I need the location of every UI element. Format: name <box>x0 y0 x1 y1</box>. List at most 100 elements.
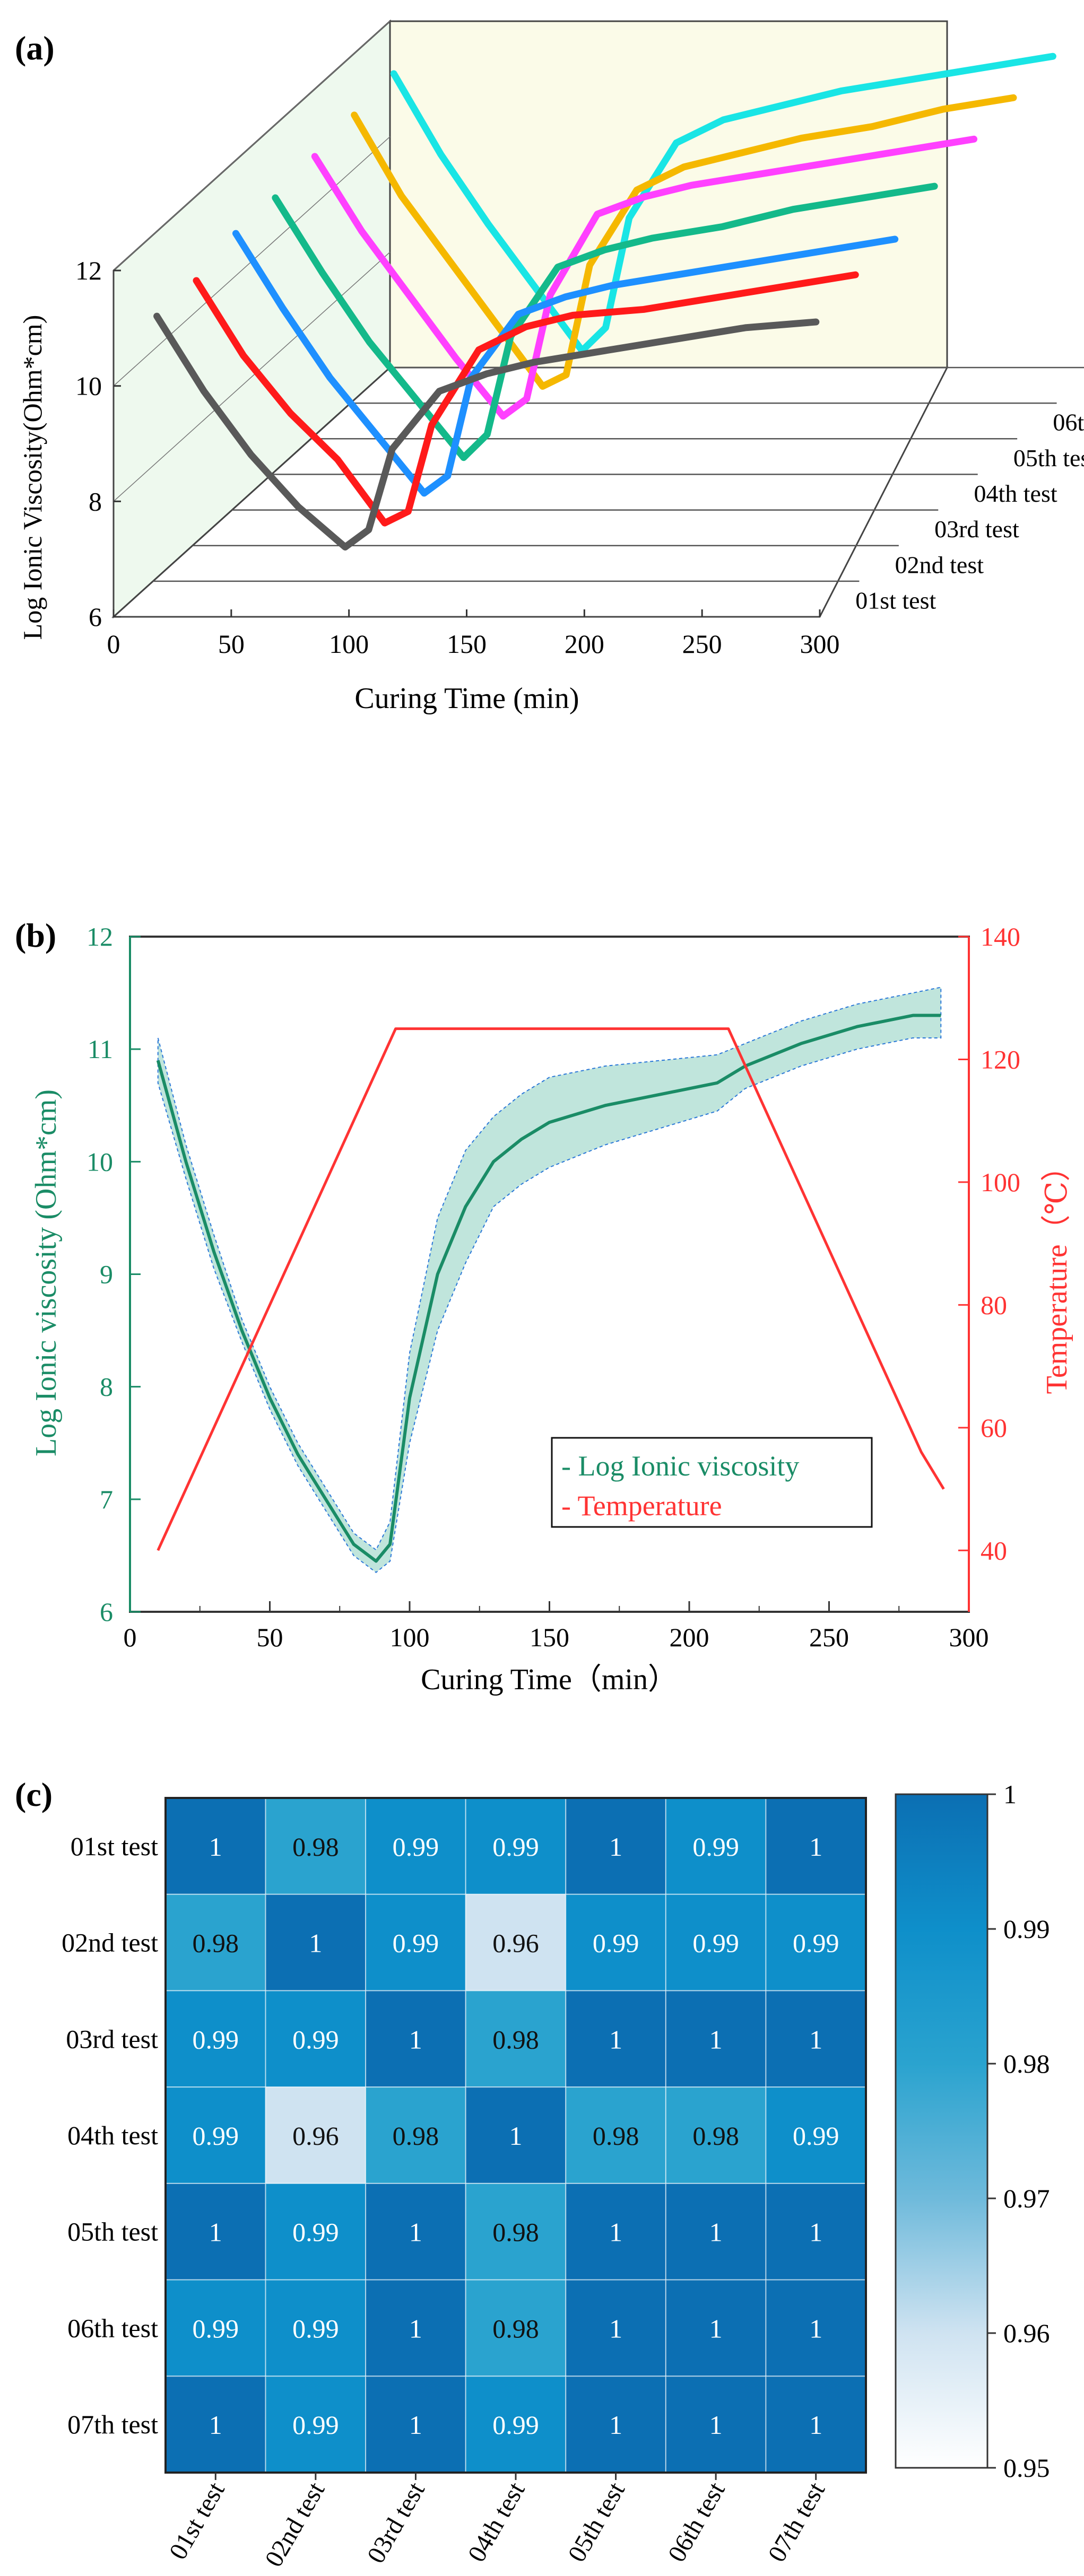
x-tick-label: 200 <box>565 629 604 659</box>
panel-b-legend-entry-temperature: - Temperature <box>561 1490 722 1522</box>
panel-c-colorbar-ticks: 0.95 0.96 0.97 0.98 0.99 1 <box>987 1779 1050 2483</box>
heatmap-cell <box>365 2086 466 2184</box>
heatmap-cell-value: 1 <box>709 2410 723 2440</box>
column-label: 05th test <box>562 2477 630 2566</box>
heatmap-cell-value: 1 <box>209 1832 222 1862</box>
heatmap-cell-value: 0.96 <box>492 1928 539 1958</box>
x-tick-label: 300 <box>800 629 840 659</box>
heatmap-cell <box>765 2376 867 2473</box>
heatmap-cell-value: 1 <box>309 1928 322 1958</box>
series-line-05th-test <box>311 135 978 420</box>
heatmap-cell-value: 1 <box>709 2217 723 2247</box>
heatmap-cell-value: 0.96 <box>292 2121 339 2151</box>
heatmap-cell-value: 1 <box>509 2121 523 2151</box>
heatmap-cell-value: 1 <box>609 2024 622 2054</box>
heatmap-cell-value: 1 <box>409 2410 422 2440</box>
x-tick-label: 100 <box>329 629 369 659</box>
left-y-tick-label: 7 <box>100 1485 113 1514</box>
heatmap-cell-value: 0.99 <box>692 1928 739 1958</box>
heatmap-cell <box>565 1893 666 1992</box>
x-tick-label: 150 <box>530 1622 569 1652</box>
x-tick-label: 50 <box>257 1622 283 1652</box>
side-gridline <box>113 251 391 502</box>
heatmap-cell <box>565 2086 666 2184</box>
heatmap-cell-value: 0.99 <box>593 1928 639 1958</box>
heatmap-cell <box>265 2182 367 2281</box>
panel-c-correlation-heatmap: (c) 1 0.98 0.99 0.99 1 0.99 1 0.98 1 0.99 0.96 0.99… <box>15 1776 1050 2572</box>
heatmap-cell <box>265 2086 367 2184</box>
heatmap-cell-value: 0.99 <box>793 2121 839 2151</box>
heatmap-cell-value: 1 <box>809 2217 822 2247</box>
heatmap-cell <box>665 2376 767 2473</box>
heatmap-cell-value: 0.99 <box>393 1832 439 1862</box>
colorbar-tick-label: 0.98 <box>1003 2049 1050 2079</box>
panel-b-legend-entry-viscosity: - Log Ionic viscosity <box>561 1450 799 1482</box>
heatmap-cell-value: 0.99 <box>692 1832 739 1862</box>
heatmap-cell <box>365 1990 466 2088</box>
panel-c-column-labels: 01st test 02nd test 03rd test 04th test 05th… <box>164 2473 831 2572</box>
x-tick-label: 100 <box>390 1622 430 1652</box>
y-tick-label: 12 <box>75 256 102 285</box>
heatmap-cell-value: 0.98 <box>393 2121 439 2151</box>
heatmap-cell <box>465 2086 567 2184</box>
x-tick-label: 0 <box>107 629 120 659</box>
colorbar-tick-label: 0.97 <box>1003 2184 1050 2213</box>
panel-b-series-lines <box>156 1014 945 1563</box>
depth-label: 02nd test <box>895 551 984 578</box>
right-y-tick-label: 120 <box>981 1044 1020 1074</box>
heatmap-cell-value: 0.98 <box>492 2024 539 2054</box>
heatmap-cell-value: 1 <box>709 2024 723 2054</box>
heatmap-cell-value: 1 <box>409 2024 422 2054</box>
heatmap-cell <box>665 1893 767 1992</box>
row-label: 01st test <box>71 1831 158 1861</box>
left-y-tick-label: 11 <box>88 1034 113 1064</box>
right-y-tick-label: 80 <box>981 1290 1007 1320</box>
colorbar-tick-label: 0.99 <box>1003 1914 1050 1944</box>
heatmap-cell <box>565 2376 666 2473</box>
y-tick-label: 8 <box>89 486 102 516</box>
heatmap-cell-value: 0.98 <box>292 1832 339 1862</box>
y-tick-label: 10 <box>75 371 102 401</box>
heatmap-cell-value: 1 <box>609 2217 622 2247</box>
heatmap-cell <box>265 2376 367 2473</box>
panel-a-depth-labels: 01st test 02nd test 03rd test 04th test 05th… <box>855 409 1084 614</box>
x-tick-label: 50 <box>218 629 245 659</box>
panel-c-colorbar <box>895 1793 988 2469</box>
heatmap-cell <box>265 1990 367 2088</box>
panel-a-x-ticks: 0 50 100 150 200 250 300 <box>107 609 840 659</box>
heatmap-cell <box>165 2086 266 2184</box>
heatmap-cell-value: 1 <box>409 2313 422 2343</box>
x-tick-label: 250 <box>809 1622 849 1652</box>
depth-label: 06th test <box>1053 409 1084 436</box>
x-tick-label: 250 <box>682 629 722 659</box>
heatmap-cell-value: 0.98 <box>492 2217 539 2247</box>
heatmap-cell-value: 1 <box>609 2410 622 2440</box>
heatmap-cell <box>465 1893 567 1992</box>
heatmap-cell <box>665 1990 767 2088</box>
heatmap-cell-value: 0.99 <box>193 2024 239 2054</box>
right-y-tick-label: 140 <box>981 922 1020 951</box>
left-y-tick-label: 8 <box>100 1372 113 1402</box>
panel-c-row-labels: 01st test 02nd test 03rd test 04th test 05th… <box>62 1831 158 2439</box>
panel-b-confidence-band <box>157 986 942 1574</box>
heatmap-cell <box>365 2376 466 2473</box>
row-label: 07th test <box>67 2409 158 2439</box>
series-line-01st-test <box>153 312 820 551</box>
series-line-06th-test <box>351 94 1017 390</box>
right-y-tick-label: 40 <box>981 1535 1007 1565</box>
heatmap-cell <box>465 1797 567 1895</box>
heatmap-cell-value: 1 <box>809 2313 822 2343</box>
series-line-04th-test <box>272 182 938 461</box>
left-y-tick-label: 10 <box>86 1147 113 1176</box>
heatmap-cell-value: 1 <box>709 2313 723 2343</box>
viscosity-line <box>156 1014 941 1563</box>
heatmap-cell <box>765 2182 867 2281</box>
left-y-tick-label: 6 <box>100 1597 113 1627</box>
heatmap-cell-value: 0.98 <box>692 2121 739 2151</box>
temperature-line <box>157 1027 945 1551</box>
heatmap-cell <box>365 1797 466 1895</box>
panel-b-left-y-ticks: 6 7 8 9 10 11 12 <box>86 922 141 1627</box>
heatmap-cell <box>265 1893 367 1992</box>
heatmap-cell <box>765 1990 867 2088</box>
panel-b-right-y-ticks: 40 60 80 100 120 140 <box>958 922 1020 1565</box>
